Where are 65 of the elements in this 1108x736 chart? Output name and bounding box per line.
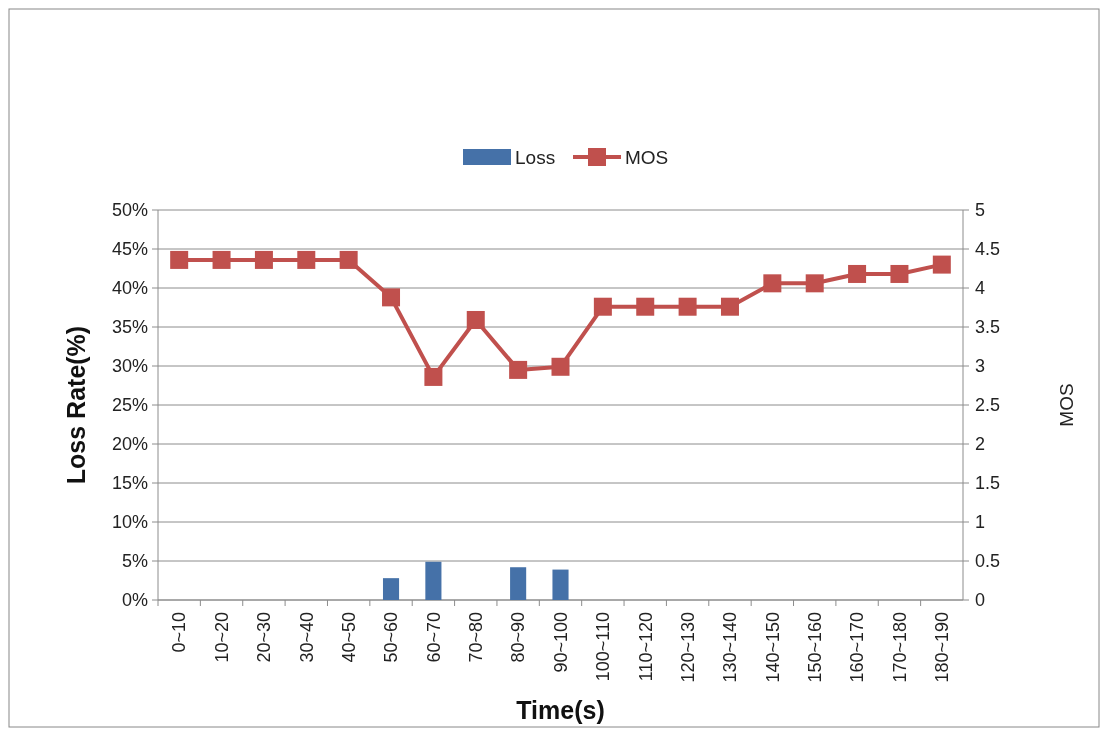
point — [593, 297, 612, 316]
y-tick-label: 45% — [111, 239, 148, 260]
y2-tick-label: 0.5 — [975, 551, 1001, 572]
y2-tick-label: 3 — [975, 356, 986, 377]
point — [466, 310, 485, 329]
x-tick-label: 150~160 — [805, 612, 826, 683]
point — [636, 297, 655, 316]
point — [805, 274, 824, 293]
x-tick-label: 120~130 — [677, 612, 698, 683]
point — [297, 250, 316, 269]
y-tick-label: 20% — [111, 434, 148, 455]
y2-axis-title: MOS — [1055, 383, 1077, 427]
y-tick-label: 40% — [111, 278, 148, 299]
y-tick-label: 50% — [111, 200, 148, 221]
point — [339, 250, 358, 269]
x-tick-label: 40~50 — [338, 612, 359, 663]
point — [890, 264, 909, 283]
point — [678, 297, 697, 316]
x-tick-label: 90~100 — [550, 612, 571, 673]
point — [720, 297, 739, 316]
y-tick-label: 10% — [111, 512, 148, 533]
y2-tick-label: 3.5 — [975, 317, 1001, 338]
x-tick-label: 130~140 — [720, 612, 741, 683]
y2-tick-label: 0 — [975, 590, 986, 611]
point — [424, 367, 443, 386]
legend-label: Loss — [515, 146, 556, 168]
x-tick-label: 180~190 — [932, 612, 953, 683]
y2-tick-label: 4.5 — [975, 239, 1001, 260]
point — [551, 357, 570, 376]
point — [212, 250, 231, 269]
y2-tick-label: 5 — [975, 200, 986, 221]
x-tick-label: 70~80 — [466, 612, 487, 663]
x-tick-label: 170~180 — [889, 612, 910, 683]
y-tick-label: 0% — [121, 590, 148, 611]
point — [254, 250, 273, 269]
point — [763, 274, 782, 293]
x-tick-label: 50~60 — [381, 612, 402, 663]
y-tick-label: 35% — [111, 317, 148, 338]
y2-tick-label: 2.5 — [975, 395, 1001, 416]
y-axis-title: Loss Rate(%) — [61, 325, 90, 485]
x-tick-label: 60~70 — [423, 612, 444, 663]
y2-tick-label: 4 — [975, 278, 986, 299]
x-tick-label: 160~170 — [847, 612, 868, 683]
x-tick-label: 10~20 — [211, 612, 232, 663]
x-tick-label: 110~120 — [635, 612, 656, 682]
y-tick-label: 15% — [111, 473, 148, 494]
x-tick-label: 100~110 — [593, 612, 614, 682]
point — [509, 360, 528, 379]
y-tick-label: 30% — [111, 356, 148, 377]
y2-tick-label: 1 — [975, 512, 986, 533]
point — [170, 250, 189, 269]
y-tick-label: 5% — [121, 551, 148, 572]
x-tick-label: 30~40 — [296, 612, 317, 663]
y2-tick-label: 1.5 — [975, 473, 1001, 494]
point — [382, 288, 401, 307]
x-tick-label: 0~10 — [169, 612, 190, 653]
x-tick-label: 20~30 — [254, 612, 275, 663]
y-tick-label: 25% — [111, 395, 148, 416]
point — [848, 264, 867, 283]
y2-tick-label: 2 — [975, 434, 986, 455]
x-axis-title: Time(s) — [516, 695, 605, 724]
legend-label: MOS — [625, 146, 669, 168]
x-tick-label: 80~90 — [508, 612, 529, 663]
x-tick-label: 140~150 — [762, 612, 783, 683]
point — [932, 255, 951, 274]
